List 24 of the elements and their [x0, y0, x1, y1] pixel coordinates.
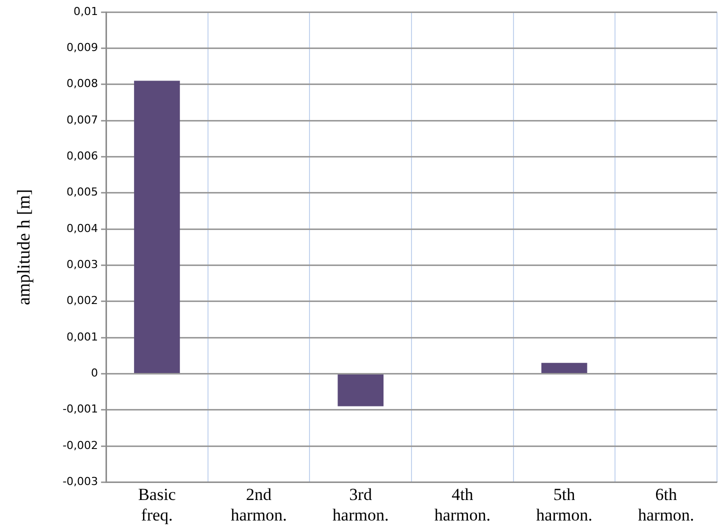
y-tick-label: 0,007 [66, 113, 98, 126]
x-tick-label: 4th harmon. [434, 484, 491, 524]
y-tick-label: -0,003 [62, 475, 98, 488]
x-tick-label: 2nd harmon. [230, 484, 287, 524]
y-tick-label: -0,002 [62, 438, 98, 452]
x-tick-label: 3rd harmon. [332, 484, 389, 524]
y-tick-label: -0,001 [62, 402, 98, 416]
bar [134, 80, 180, 373]
x-tick-label: Basic freq. [138, 484, 176, 524]
y-tick-label: 0,01 [74, 4, 98, 18]
bar [338, 374, 384, 406]
y-tick-label: 0,005 [66, 186, 98, 199]
y-tick-label: 0,008 [66, 77, 98, 90]
x-tick-label: 5th harmon. [536, 484, 592, 524]
y-tick-label: 0 [91, 366, 98, 380]
y-axis-title: amplitude h [m] [14, 189, 34, 306]
y-tick-label: 0,001 [66, 330, 98, 344]
y-tick-label: 0,002 [66, 294, 98, 308]
x-tick-label: 6th harmon. [638, 484, 694, 524]
y-tick-label: 0,003 [66, 258, 98, 272]
bar [541, 362, 588, 373]
y-tick-label: 0,006 [66, 150, 98, 163]
y-tick-label: 0,004 [66, 222, 98, 235]
y-tick-label: 0,009 [66, 41, 98, 54]
